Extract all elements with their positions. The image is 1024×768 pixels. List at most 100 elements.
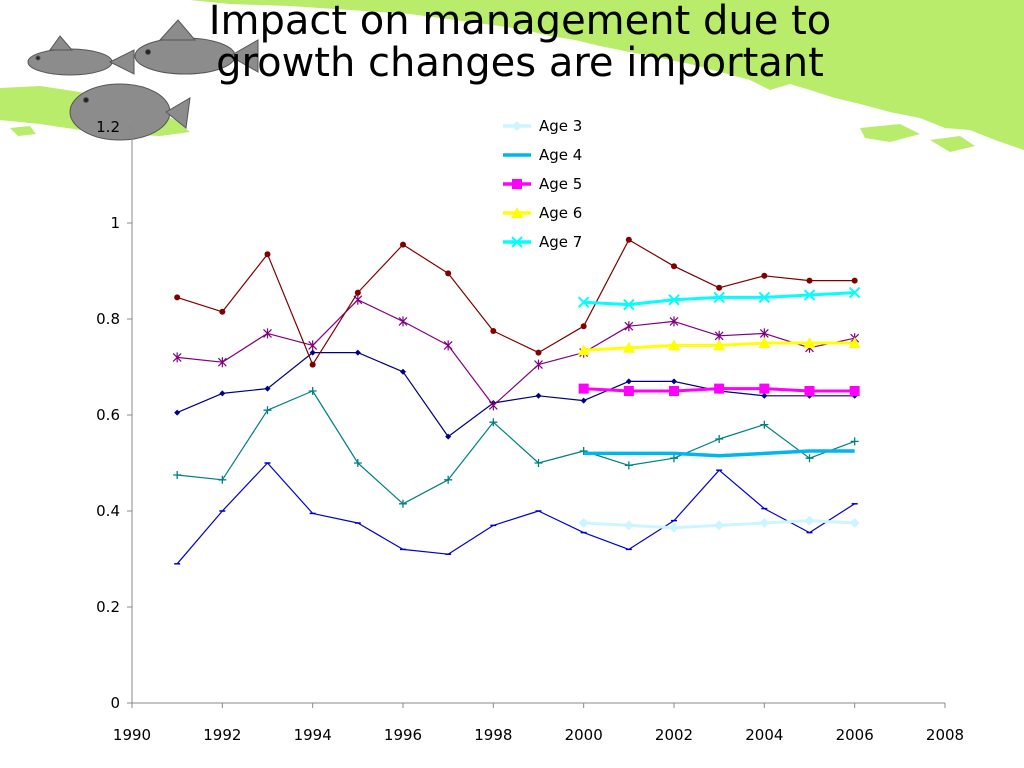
x-tick-label: 1990: [113, 726, 151, 744]
data-point-marker: [174, 294, 181, 301]
data-point-marker: [580, 397, 587, 404]
data-point-marker: [512, 179, 522, 189]
data-point-marker: [488, 400, 498, 411]
slide-title: Impact on management due to growth chang…: [208, 0, 832, 86]
data-point-marker: [805, 454, 814, 463]
y-tick-label: 0.6: [96, 406, 120, 424]
data-point-marker: [490, 328, 497, 334]
data-point-marker: [444, 475, 453, 484]
x-tick-label: 1992: [203, 726, 241, 744]
legend-label: Age 3: [539, 117, 582, 135]
data-point-marker: [263, 328, 272, 339]
data-point-marker: [759, 383, 770, 394]
x-tick-label: 2002: [655, 726, 693, 744]
data-point-marker: [671, 263, 677, 270]
data-point-marker: [489, 418, 498, 427]
data-point-marker: [713, 339, 726, 351]
data-point-marker: [512, 121, 522, 131]
x-tick-label: 1998: [474, 726, 512, 744]
series-age-3: [578, 515, 860, 533]
land-mass-top: [190, 0, 1024, 150]
data-point-marker: [578, 383, 589, 394]
data-point-marker: [308, 387, 317, 395]
data-point-marker: [759, 328, 769, 339]
series-age-5: [578, 383, 860, 396]
data-point-marker: [761, 272, 768, 279]
data-point-marker: [263, 406, 272, 415]
data-point-marker: [174, 409, 181, 416]
cod-fish-icon: [27, 35, 135, 76]
data-point-marker: [849, 518, 860, 528]
data-point-marker: [758, 337, 771, 348]
data-point-marker: [806, 277, 813, 284]
data-point-marker: [671, 378, 677, 385]
y-tick-label: 1.2: [96, 118, 120, 136]
series-line: [177, 390, 855, 505]
data-point-marker: [218, 475, 227, 484]
data-point-marker: [758, 291, 771, 304]
island: [860, 124, 920, 142]
x-tick-label: 2004: [745, 726, 783, 744]
data-point-marker: [669, 386, 679, 396]
data-point-marker: [668, 339, 680, 351]
data-point-marker: [760, 420, 769, 429]
data-point-marker: [716, 284, 723, 291]
data-point-marker: [623, 386, 634, 396]
x-tick-label: 2006: [836, 726, 874, 744]
data-point-marker: [309, 349, 316, 356]
data-point-marker: [850, 437, 859, 446]
data-point-marker: [624, 321, 634, 332]
data-point-marker: [219, 390, 226, 397]
data-point-marker: [848, 286, 861, 299]
data-point-marker: [761, 392, 768, 399]
series-age-7: [577, 286, 861, 311]
data-point-marker: [623, 298, 635, 311]
fish-illustrations: [27, 19, 259, 141]
y-tick-label: 0: [110, 694, 120, 712]
series-line-4: [172, 294, 860, 411]
series-line: [176, 462, 855, 565]
data-point-marker: [622, 341, 635, 353]
chart-axes: 0 0.2 0.4 0.6 0.8 1 1.2 1990 1992 1994 1996 1998 200…: [96, 118, 964, 744]
data-point-marker: [219, 308, 226, 315]
data-point-marker: [851, 277, 858, 284]
legend-item: Age 4: [503, 146, 582, 164]
series-line: [176, 352, 855, 438]
island: [930, 136, 975, 152]
series-line-5: [174, 236, 858, 368]
data-point-marker: [445, 433, 452, 440]
y-tick-label: 1: [110, 214, 120, 232]
data-point-marker: [511, 207, 523, 218]
data-point-marker: [173, 471, 182, 479]
data-point-marker: [399, 499, 407, 508]
data-point-marker: [309, 361, 316, 368]
chart-series-layer: [172, 236, 861, 565]
data-point-marker: [578, 518, 589, 528]
x-tick-label: 1994: [294, 726, 332, 744]
data-point-marker: [669, 316, 679, 327]
data-point-marker: [714, 383, 725, 394]
data-point-marker: [580, 323, 587, 330]
data-point-marker: [714, 330, 724, 341]
legend-label: Age 7: [539, 233, 582, 251]
series-age-4: [583, 449, 855, 458]
legend-item: Age 7: [503, 233, 582, 251]
y-tick-label: 0.8: [96, 310, 120, 328]
data-point-marker: [264, 251, 271, 258]
x-tick-label: 1996: [384, 726, 422, 744]
data-point-marker: [443, 340, 453, 351]
legend-item: Age 3: [503, 117, 582, 135]
data-point-marker: [804, 515, 815, 526]
data-point-marker: [354, 349, 361, 356]
halibut-fish-icon: [69, 83, 191, 141]
data-point-marker: [172, 352, 182, 363]
data-point-marker: [577, 344, 590, 356]
x-tick-label: 2000: [565, 726, 603, 744]
data-point-marker: [668, 294, 680, 306]
series-line-1: [174, 462, 858, 565]
data-point-marker: [625, 378, 632, 385]
data-point-marker: [535, 392, 542, 399]
data-point-marker: [848, 337, 861, 348]
data-point-marker: [849, 386, 860, 396]
